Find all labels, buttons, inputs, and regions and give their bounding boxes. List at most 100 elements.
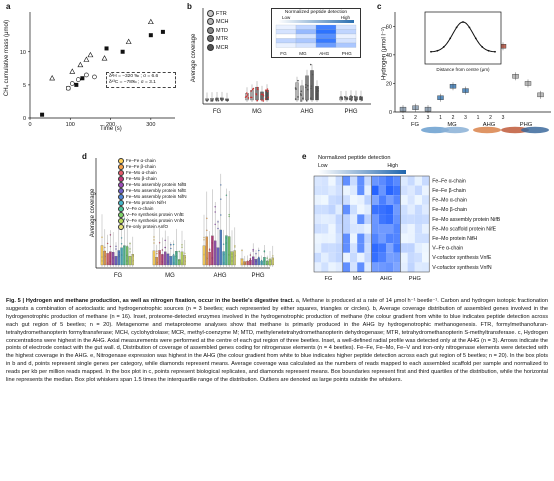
gene-point	[153, 239, 155, 241]
panel-a: a 0 100 200 300 0 5 10 CH₄ cumulative mass (μm…	[0, 0, 185, 140]
gene-point	[181, 262, 183, 264]
legend-label: Fe–Fe β-chain	[126, 164, 156, 170]
legend-swatch	[118, 158, 124, 164]
panel-label-d: d	[82, 152, 87, 161]
heat-cell	[350, 224, 358, 234]
gene-point	[120, 254, 123, 256]
legend-label: Fe–Mo α-chain	[126, 170, 157, 176]
legend-swatch	[118, 164, 124, 170]
heat-cell	[342, 185, 350, 196]
heat-cell	[342, 224, 350, 234]
legend-label: Fe-only protein AnfO	[126, 224, 169, 230]
inset-b-low: Low	[282, 15, 291, 20]
inset-c-point	[436, 49, 439, 52]
group-label-ahg: AHG	[483, 122, 496, 128]
heat-cell	[393, 214, 401, 224]
gene-point	[249, 254, 252, 256]
legend-swatch	[118, 170, 124, 176]
triangle-point	[101, 55, 108, 61]
gene-point	[112, 263, 114, 265]
chart-b-ylabel: Average coverage	[191, 33, 197, 83]
heat-cell	[342, 195, 350, 205]
gene-point	[106, 242, 109, 245]
gene-point	[262, 95, 265, 97]
inset-b-col: PHG	[341, 51, 352, 56]
gene-point	[217, 264, 219, 266]
heat-cell	[350, 195, 358, 205]
heat-cell	[422, 233, 430, 244]
x-tick-label: 2	[452, 115, 455, 121]
gene-point	[219, 97, 222, 100]
heat-cell	[364, 176, 372, 186]
gene-point	[305, 84, 307, 86]
gene-point	[263, 260, 266, 262]
gene-point	[249, 258, 252, 260]
heat-cell	[350, 262, 358, 272]
gene-point	[158, 252, 161, 254]
heat-cell	[357, 185, 365, 196]
heat-cell	[342, 204, 350, 215]
heat-cell	[407, 195, 415, 205]
gene-point	[206, 217, 208, 220]
inset-b-gradient	[278, 20, 354, 23]
heat-cell	[321, 204, 329, 215]
legend-swatch	[207, 35, 214, 43]
heat-cell	[386, 185, 394, 196]
x-tick-label: 0	[28, 122, 31, 128]
panel-label-c: c	[377, 2, 382, 11]
gene-point	[252, 248, 254, 251]
gene-point	[112, 251, 114, 254]
gut-segment	[441, 126, 469, 134]
gut-segment	[473, 126, 501, 134]
heat-cell	[314, 252, 322, 263]
gene-point	[112, 257, 114, 259]
heat-cell	[295, 33, 317, 39]
gene-point	[294, 98, 297, 100]
legend-item: Fe–Mo assembly protein NifN	[118, 194, 187, 200]
legend-swatch	[207, 43, 214, 51]
legend-swatch	[207, 26, 214, 34]
chart-c: 0 20 40 60 1 2 3 1 2 3 1 2 3 FG MG AHG PHG Distance from …	[386, 11, 551, 134]
heat-cell	[328, 224, 336, 234]
gene-point	[220, 99, 223, 101]
gene-point	[272, 258, 274, 260]
x-tick-label: 2	[489, 115, 492, 121]
heat-cell	[315, 33, 337, 39]
legend-swatch	[118, 218, 124, 224]
heat-cell	[335, 262, 343, 272]
heat-cell	[335, 224, 343, 234]
chart-a-ylabel: CH₄ cumulative mass (μmol)	[4, 19, 10, 97]
gene-point	[315, 89, 318, 92]
legend-item: Fe–Mo protein NifH	[118, 200, 187, 206]
legend-label: MCR	[216, 44, 229, 51]
heat-cell	[393, 195, 401, 205]
panel-e: e Normalized peptide detection Low High …	[300, 150, 520, 300]
gene-point	[315, 97, 318, 100]
gene-point	[234, 245, 236, 247]
heat-col-label: FG	[325, 276, 333, 282]
group-label-mg: MG	[165, 273, 175, 279]
gene-point	[262, 100, 265, 102]
heat-cell	[386, 262, 394, 272]
inset-c-point	[481, 46, 484, 48]
gene-point	[359, 98, 362, 100]
heat-cell	[400, 214, 408, 224]
gene-point	[311, 73, 314, 76]
gene-point	[178, 259, 180, 261]
gene-point	[348, 98, 351, 100]
x-tick-label: 3	[502, 115, 505, 121]
heat-cell	[371, 262, 379, 272]
gene-point	[132, 255, 134, 257]
legend-label: V–Fe synthesis protein VnfN	[126, 218, 185, 224]
heat-cell	[378, 252, 386, 263]
heat-cell	[407, 204, 415, 215]
y-tick-label: 20	[386, 81, 392, 87]
heat-cell	[321, 185, 329, 196]
gene-point	[104, 250, 106, 252]
gene-point	[225, 194, 228, 196]
heat-cell	[314, 214, 322, 224]
panel-d: d Average coverage FG MG AHG PHG Fe–Fe α-ch…	[80, 150, 275, 300]
circle-point	[92, 74, 97, 80]
inset-b-col: FG	[280, 51, 287, 56]
inset-c-point	[442, 46, 445, 48]
